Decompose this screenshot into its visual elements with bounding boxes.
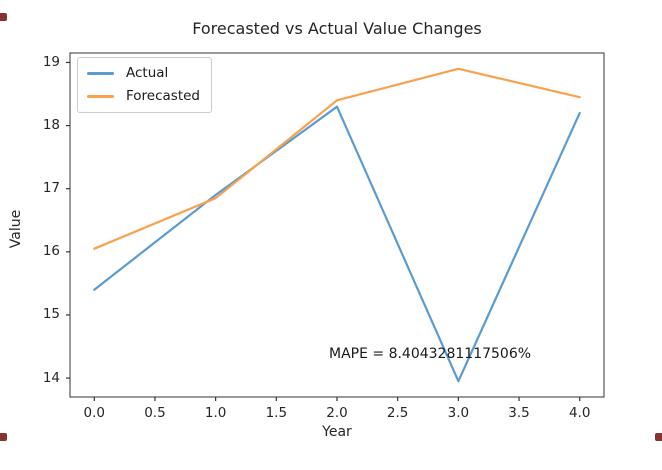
legend-line-actual-swatch bbox=[87, 72, 114, 75]
y-tick-label: 14 bbox=[42, 369, 60, 386]
legend-label-actual: Actual bbox=[126, 65, 169, 81]
y-tick-label: 15 bbox=[42, 306, 60, 323]
legend-item-forecasted: Forecasted bbox=[87, 89, 200, 104]
x-tick-label: 3.0 bbox=[447, 405, 470, 421]
legend-item-actual: Actual bbox=[87, 66, 200, 81]
legend-label-forecasted: Forecasted bbox=[126, 88, 200, 104]
edge-artifact-bottom-left bbox=[0, 433, 7, 441]
chart-title: Forecasted vs Actual Value Changes bbox=[192, 19, 482, 38]
edge-artifact-top-left bbox=[0, 13, 7, 21]
legend-line-forecasted-swatch bbox=[87, 95, 114, 98]
legend: Actual Forecasted bbox=[77, 57, 212, 113]
x-tick-label: 3.5 bbox=[508, 405, 530, 421]
y-tick-label: 19 bbox=[42, 53, 60, 70]
y-tick-label: 17 bbox=[42, 180, 60, 197]
x-tick-label: 0.0 bbox=[83, 405, 105, 421]
y-tick-label: 16 bbox=[42, 243, 60, 260]
x-tick-label: 2.0 bbox=[326, 405, 348, 421]
x-tick-label: 0.5 bbox=[144, 405, 166, 421]
mape-annotation: MAPE = 8.4043281117506% bbox=[329, 346, 532, 362]
x-tick-label: 1.5 bbox=[265, 405, 288, 421]
x-tick-label: 1.0 bbox=[204, 405, 227, 421]
edge-artifact-bottom-right bbox=[655, 433, 662, 441]
y-tick-label: 18 bbox=[42, 117, 60, 134]
x-axis-label: Year bbox=[322, 424, 352, 440]
line-actual bbox=[93, 105, 581, 383]
x-tick-label: 4.0 bbox=[568, 405, 591, 421]
line-forecasted bbox=[93, 67, 581, 250]
x-tick-label: 2.5 bbox=[386, 405, 409, 421]
